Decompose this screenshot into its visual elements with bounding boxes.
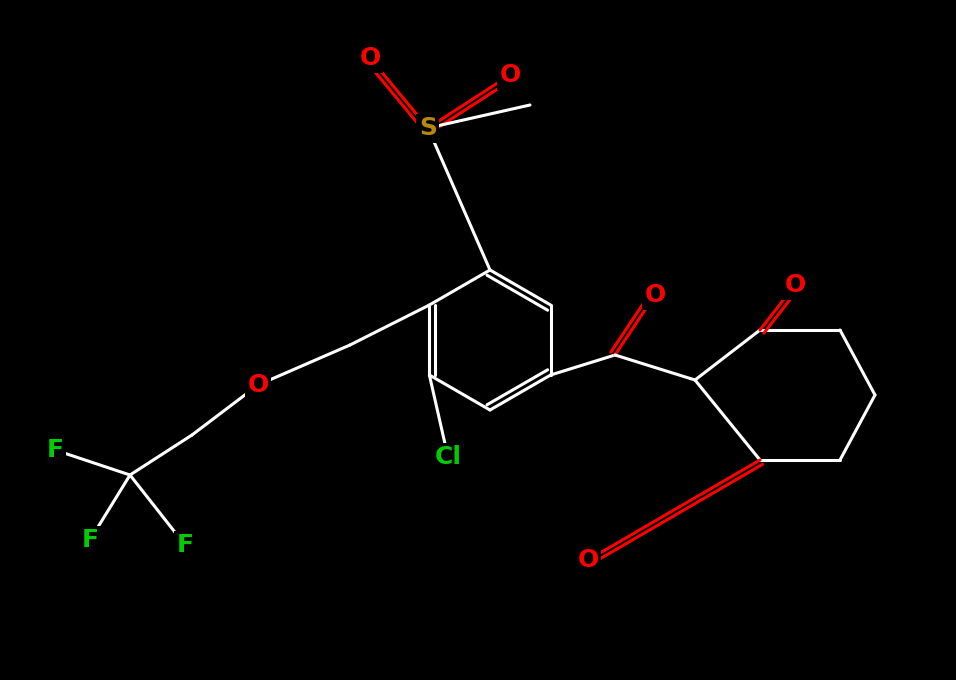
Text: O: O — [577, 548, 598, 572]
Text: O: O — [499, 63, 521, 87]
Text: O: O — [248, 373, 269, 397]
Text: F: F — [47, 438, 63, 462]
Text: S: S — [419, 116, 437, 140]
Text: O: O — [784, 273, 806, 297]
Text: Cl: Cl — [434, 445, 462, 469]
Text: O: O — [359, 46, 380, 70]
Text: O: O — [644, 283, 665, 307]
Text: F: F — [81, 528, 98, 552]
Text: F: F — [177, 533, 193, 557]
